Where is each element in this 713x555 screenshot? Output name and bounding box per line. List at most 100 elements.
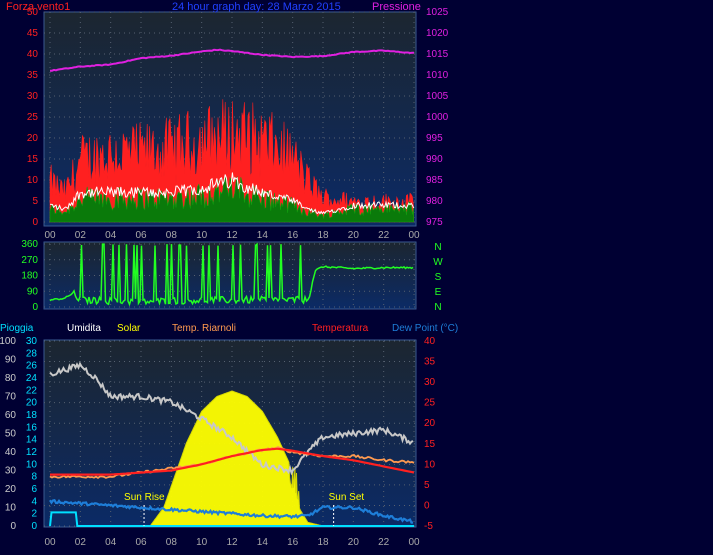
pressure-tick-label: 1005 xyxy=(426,91,449,102)
rain-tick-label: 30 xyxy=(26,336,38,347)
rain-tick-label: 18 xyxy=(26,410,38,421)
temperature-tick-label: 10 xyxy=(424,459,436,470)
wind-tick-label: 10 xyxy=(27,175,39,186)
pressure-tick-label: 1015 xyxy=(426,49,449,60)
legend-label: Temperatura xyxy=(312,323,369,334)
hour-tick-label: 08 xyxy=(166,537,178,548)
rain-tick-label: 6 xyxy=(31,484,37,495)
pressure-tick-label: 980 xyxy=(426,196,443,207)
temperature-line xyxy=(50,447,415,476)
wind-axis-title: Forza vento1 xyxy=(6,1,70,13)
hour-tick-label: 16 xyxy=(287,537,299,548)
bottom-tick-labels: -505101520253035400102030405060708090100… xyxy=(0,336,436,532)
pressure-tick-labels: 975 980 985 990 995 1000 1005 1010 1015 1020 1025 xyxy=(426,7,449,228)
hour-tick-label: 06 xyxy=(135,230,147,241)
humidity-tick-label: 40 xyxy=(5,447,17,458)
top-series xyxy=(49,48,415,223)
bottom-series xyxy=(49,361,415,527)
hour-tick-label: 04 xyxy=(105,537,117,548)
temperature-tick-label: 25 xyxy=(424,398,436,409)
sunset-label: Sun Set xyxy=(329,492,365,503)
humidity-tick-label: 20 xyxy=(5,484,17,495)
temperature-tick-label: 5 xyxy=(424,480,430,491)
top-hour-labels: 00 02 04 06 08 10 12 14 16 18 20 22 00 xyxy=(44,230,420,241)
hour-tick-label: 22 xyxy=(378,537,390,548)
bottom-legend: Pioggia Umidita Solar Temp. Riarnoli Tempera… xyxy=(0,323,458,334)
pressure-axis-title: Pressione xyxy=(372,1,421,13)
direction-tick-label: 90 xyxy=(27,286,39,297)
humidity-tick-label: 90 xyxy=(5,355,17,366)
humidity-tick-label: 0 xyxy=(10,521,16,532)
rain-tick-label: 28 xyxy=(26,348,38,359)
wind-tick-label: 25 xyxy=(27,112,39,123)
direction-tick-label: 270 xyxy=(21,255,38,266)
compass-label: N xyxy=(434,302,441,313)
wind-tick-label: 50 xyxy=(27,7,39,18)
rain-line xyxy=(49,511,414,527)
compass-label: E xyxy=(435,287,442,298)
hour-tick-label: 22 xyxy=(378,230,390,241)
rain-tick-label: 24 xyxy=(26,373,38,384)
humidity-tick-label: 10 xyxy=(5,503,17,514)
hour-tick-label: 00 xyxy=(408,537,420,548)
humidity-tick-label: 100 xyxy=(0,336,16,347)
wind-tick-label: 20 xyxy=(27,133,39,144)
wind-tick-label: 0 xyxy=(32,217,38,228)
hour-tick-label: 02 xyxy=(75,537,87,548)
rain-tick-label: 10 xyxy=(26,459,38,470)
humidity-tick-label: 50 xyxy=(5,429,17,440)
direction-tick-label: 180 xyxy=(21,271,38,282)
wind-tick-label: 30 xyxy=(27,91,39,102)
rain-tick-label: 14 xyxy=(26,435,38,446)
hour-tick-label: 10 xyxy=(196,537,208,548)
humidity-tick-label: 80 xyxy=(5,373,17,384)
wind-avg-area xyxy=(49,174,414,223)
pressure-line xyxy=(50,48,414,72)
legend-label: Umidita xyxy=(67,323,101,334)
wind-tick-label: 15 xyxy=(27,154,39,165)
direction-tick-labels: 0 90 180 270 360 xyxy=(21,239,38,313)
humidity-tick-label: 30 xyxy=(5,466,17,477)
legend-label: Dew Point (°C) xyxy=(392,323,458,334)
wind-tick-label: 5 xyxy=(32,196,38,207)
hour-tick-label: 08 xyxy=(166,230,178,241)
hour-tick-label: 06 xyxy=(135,537,147,548)
pressure-tick-label: 1020 xyxy=(426,28,449,39)
rain-tick-label: 22 xyxy=(26,385,38,396)
wind-tick-label: 45 xyxy=(27,28,39,39)
compass-label: W xyxy=(433,257,443,268)
rain-tick-label: 26 xyxy=(26,361,38,372)
temperature-tick-label: 15 xyxy=(424,439,436,450)
wind-tick-label: 40 xyxy=(27,49,39,60)
temperature-tick-label: 20 xyxy=(424,418,436,429)
humidity-tick-label: 70 xyxy=(5,392,17,403)
legend-label: Temp. Riarnoli xyxy=(172,323,236,334)
sunrise-label: Sun Rise xyxy=(124,492,165,503)
dewpoint-line xyxy=(49,498,414,524)
hour-tick-label: 18 xyxy=(317,537,329,548)
humidity-tick-label: 60 xyxy=(5,410,17,421)
rain-tick-label: 8 xyxy=(31,472,37,483)
compass-label: S xyxy=(435,272,442,283)
hour-tick-label: 12 xyxy=(226,230,238,241)
sun-annotations: Sun Rise Sun Set xyxy=(124,492,364,526)
hour-tick-label: 10 xyxy=(196,230,208,241)
hour-tick-label: 00 xyxy=(44,537,56,548)
wind-tick-labels: 0 5 10 15 20 25 30 35 40 45 50 xyxy=(27,7,39,228)
rain-tick-label: 20 xyxy=(26,398,38,409)
pressure-tick-label: 985 xyxy=(426,175,443,186)
rain-tick-label: 2 xyxy=(31,509,37,520)
humidity-line xyxy=(49,361,414,476)
direction-tick-label: 360 xyxy=(21,239,38,250)
rain-tick-label: 0 xyxy=(31,521,37,532)
pressure-tick-label: 1010 xyxy=(426,70,449,81)
hour-tick-label: 20 xyxy=(348,537,360,548)
bottom-hour-labels: 00 02 04 06 08 10 12 14 16 18 20 22 00 xyxy=(44,537,420,548)
wind-white-line xyxy=(49,172,415,215)
pressure-tick-label: 1025 xyxy=(426,7,449,18)
hour-tick-label: 04 xyxy=(105,230,117,241)
hour-tick-label: 14 xyxy=(257,537,269,548)
hour-tick-label: 16 xyxy=(287,230,299,241)
